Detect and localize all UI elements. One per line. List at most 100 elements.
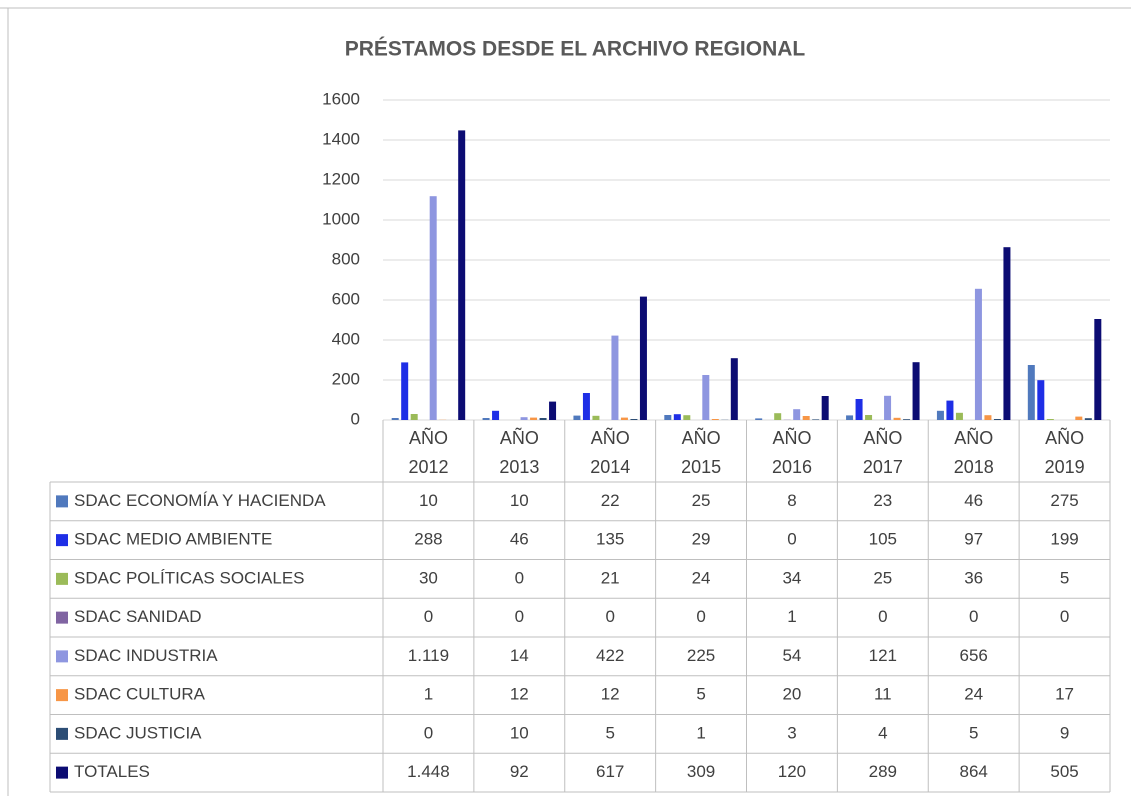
table-value: 22 <box>601 491 620 510</box>
bar <box>1084 418 1092 420</box>
bar <box>592 415 600 420</box>
table-value: 0 <box>424 723 433 742</box>
y-tick-label: 1600 <box>322 89 360 108</box>
bar <box>401 362 409 420</box>
table-value: 505 <box>1050 762 1078 781</box>
bar <box>711 419 719 420</box>
bar <box>582 393 590 420</box>
table-value: 275 <box>1050 491 1078 510</box>
table-value: 289 <box>869 762 897 781</box>
table-value: 4 <box>878 723 887 742</box>
table-value: 46 <box>510 530 529 549</box>
x-tick-label: AÑO 2019 <box>1044 428 1085 477</box>
table-value: 25 <box>692 491 711 510</box>
bar <box>774 413 782 420</box>
table-value: 46 <box>964 491 983 510</box>
table-value: 225 <box>687 646 715 665</box>
legend-swatch <box>56 611 68 624</box>
bar <box>755 418 763 420</box>
bar <box>620 417 628 420</box>
table-value: 0 <box>424 607 433 626</box>
y-tick-label: 400 <box>332 329 360 348</box>
bar <box>955 412 963 420</box>
bar <box>702 375 710 420</box>
bar <box>391 418 399 420</box>
bar <box>520 417 528 420</box>
x-tick-label: AÑO 2012 <box>408 428 449 477</box>
bar <box>1075 416 1083 420</box>
bar <box>673 414 681 420</box>
table-value: 9 <box>1060 723 1069 742</box>
table-value: 5 <box>605 723 614 742</box>
legend-swatch <box>56 727 68 740</box>
table-value: 0 <box>787 530 796 549</box>
table-value: 120 <box>778 762 806 781</box>
bar <box>846 415 854 420</box>
bar <box>993 419 1001 420</box>
bar <box>530 417 538 420</box>
y-tick-label: 0 <box>351 409 360 428</box>
table-value: 14 <box>510 646 529 665</box>
legend-label: SDAC SANIDAD <box>74 607 202 626</box>
table-value: 17 <box>1055 685 1074 704</box>
bar <box>482 418 490 420</box>
bar <box>912 362 920 420</box>
y-tick-label: 1400 <box>322 129 360 148</box>
bar <box>812 419 820 420</box>
table-value: 1.119 <box>408 646 449 665</box>
table-value: 8 <box>787 491 796 510</box>
legend-label: SDAC POLÍTICAS SOCIALES <box>74 568 305 587</box>
bar <box>936 410 944 420</box>
table-value: 0 <box>878 607 887 626</box>
bar <box>549 401 557 420</box>
x-tick-label: AÑO 2017 <box>862 428 903 477</box>
x-tick-label: AÑO 2014 <box>590 428 631 477</box>
table-value: 10 <box>510 491 529 510</box>
bar <box>884 395 892 420</box>
table-value: 5 <box>1060 568 1069 587</box>
x-tick-label: AÑO 2015 <box>681 428 722 477</box>
table-value: 29 <box>692 530 711 549</box>
bar <box>683 415 691 420</box>
bar <box>903 419 911 420</box>
bar <box>573 415 581 420</box>
legend-swatch <box>56 689 68 702</box>
chart-title: PRÉSTAMOS DESDE EL ARCHIVO REGIONAL <box>345 38 806 61</box>
bar <box>492 410 500 420</box>
legend-label: TOTALES <box>74 762 150 781</box>
bar <box>946 400 954 420</box>
table-value: 656 <box>960 646 988 665</box>
legend-swatch <box>56 572 68 585</box>
y-tick-label: 1200 <box>322 169 360 188</box>
table-value: 0 <box>515 607 524 626</box>
bar <box>639 296 647 420</box>
bar <box>410 414 418 420</box>
table-value: 0 <box>696 607 705 626</box>
table-value: 54 <box>782 646 801 665</box>
table-value: 92 <box>510 762 529 781</box>
table-value: 5 <box>696 685 705 704</box>
table-value: 1 <box>424 685 433 704</box>
legend-label: SDAC CULTURA <box>74 685 206 704</box>
table-value: 5 <box>969 723 978 742</box>
table-value: 1 <box>787 607 796 626</box>
x-tick-label: AÑO 2013 <box>499 428 540 477</box>
y-tick-label: 1000 <box>322 209 360 228</box>
bar <box>865 415 873 420</box>
table-value: 24 <box>964 685 983 704</box>
table-value: 135 <box>596 530 624 549</box>
bar <box>611 335 619 420</box>
table-value: 97 <box>964 530 983 549</box>
bar <box>1094 319 1102 420</box>
bar <box>974 288 982 420</box>
table-value: 12 <box>510 685 529 704</box>
table-value: 11 <box>874 685 892 704</box>
bar <box>984 415 992 420</box>
table-value: 25 <box>873 568 892 587</box>
bar <box>630 419 638 420</box>
legend-swatch <box>56 766 68 779</box>
x-tick-label: AÑO 2018 <box>953 428 994 477</box>
table-value: 121 <box>869 646 897 665</box>
